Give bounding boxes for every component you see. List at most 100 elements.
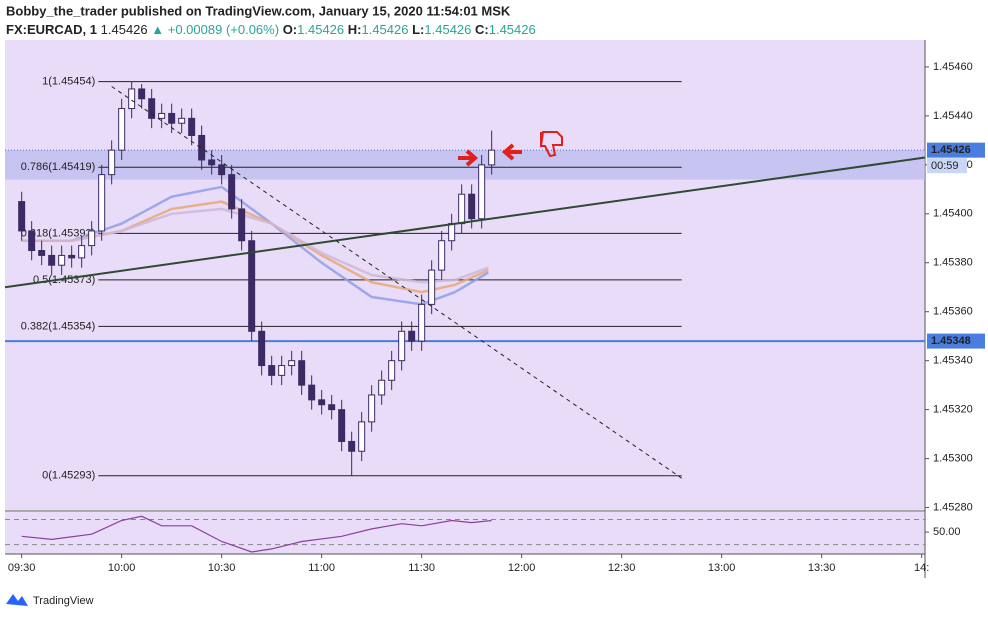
candle-body: [338, 409, 346, 442]
candle-body: [378, 379, 386, 396]
fib-label: 0(1.45293): [42, 470, 95, 482]
ohlc-value: 1.45426: [489, 22, 536, 37]
brand-logo: [6, 594, 28, 606]
trend-line: [4, 156, 926, 289]
ohlc-value: 1.45426: [424, 22, 471, 37]
x-tick-label: 14:: [914, 562, 929, 574]
candle-body: [428, 269, 436, 305]
candle-body: [28, 230, 36, 252]
trend-line: [111, 86, 682, 479]
candle-body: [258, 330, 266, 367]
x-tick-label: 12:00: [508, 562, 536, 574]
thumbs-down: [539, 131, 563, 158]
y-tick-label: 1.45280: [933, 501, 973, 513]
y-tick-label: 1.45460: [933, 61, 973, 73]
candle-body: [48, 254, 56, 266]
candle-body: [88, 230, 96, 247]
y-tick-label: 1.45400: [933, 208, 973, 220]
candle-body: [98, 174, 106, 232]
candle-body: [418, 303, 426, 342]
candle-body: [328, 404, 336, 411]
candle-body: [458, 193, 466, 225]
candle-body: [448, 223, 456, 242]
candle-body: [238, 208, 246, 242]
candle-body: [18, 201, 26, 232]
brand: TradingView: [33, 595, 94, 607]
x-tick-label: 10:00: [108, 562, 136, 574]
rsi-pane: [5, 512, 925, 554]
candle-body: [268, 365, 276, 376]
price-tag: [927, 142, 985, 158]
candle-body: [438, 240, 446, 271]
candle-body: [248, 240, 256, 332]
candle-body: [308, 384, 316, 401]
candle-body: [468, 193, 476, 220]
ohlc-label: C:: [475, 22, 489, 37]
candle-body: [278, 365, 286, 376]
x-tick-label: 10:30: [208, 562, 236, 574]
fib-label: 1(1.45454): [42, 76, 95, 88]
y-tick-label: 1.45360: [933, 306, 973, 318]
y-tick-label: 1.45340: [933, 355, 973, 367]
fib-label: 0.618(1.45392): [21, 227, 96, 239]
symbol: FX:EURCAD, 1: [6, 22, 97, 37]
last: 1.45426: [101, 22, 148, 37]
y-tick-label: 1.45320: [933, 404, 973, 416]
candle-body: [478, 164, 486, 220]
x-tick-label: 11:00: [308, 562, 335, 574]
candle-body: [298, 360, 306, 386]
zone: [5, 150, 925, 180]
x-tick-label: 09:30: [8, 562, 36, 574]
candle-body: [68, 254, 76, 259]
plot-layer: 1.45280 1.45300 1.45320 1.45340 1.45360 1.453…: [4, 61, 985, 574]
candle-body: [488, 149, 496, 166]
rsi-tick-label: 50.00: [933, 526, 961, 538]
candle-body: [288, 360, 296, 367]
change: ▲ +0.00089 (+0.06%): [151, 22, 279, 37]
candle-body: [348, 440, 356, 452]
candle-body: [138, 88, 146, 100]
symbol-legend: FX:EURCAD, 1 1.45426 ▲ +0.00089 (+0.06%)…: [6, 22, 536, 37]
price-tag: [927, 333, 985, 349]
ohlc-label: H:: [348, 22, 362, 37]
candle-body: [218, 164, 226, 176]
x-tick-label: 11:30: [408, 562, 435, 574]
ohlc-value: 1.45426: [361, 22, 408, 37]
candle-body: [398, 330, 406, 362]
candle-body: [158, 112, 166, 119]
ohlc-label: O:: [283, 22, 297, 37]
fib-label: 0.382(1.45354): [21, 320, 96, 332]
countdown-box: [927, 158, 967, 174]
candle-body: [128, 88, 136, 110]
candle-body: [228, 174, 236, 210]
candle-body: [58, 254, 66, 266]
arrow-left: [501, 143, 522, 161]
candle-body: [38, 250, 46, 256]
y-tick-label: 1.45380: [933, 257, 973, 269]
candle-body: [168, 112, 176, 124]
candle-body: [408, 330, 416, 342]
y-tick-label: 1.45300: [933, 453, 973, 465]
price-tag-label: 1.45348: [931, 335, 971, 347]
candle-body: [148, 98, 156, 119]
ohlc-value: 1.45426: [297, 22, 344, 37]
publish-info: Bobby_the_trader published on TradingVie…: [6, 3, 511, 18]
x-tick-label: 12:30: [608, 562, 636, 574]
candle-body: [78, 245, 86, 259]
candle-body: [118, 108, 126, 151]
candle-body: [188, 117, 196, 136]
candle-body: [318, 399, 326, 406]
candle-body: [108, 149, 116, 176]
countdown: 00:59: [931, 160, 959, 172]
candle-body: [388, 360, 396, 381]
y-tick-label: 1.45440: [933, 110, 973, 122]
x-tick-label: 13:30: [808, 562, 836, 574]
candle-body: [368, 394, 376, 423]
candle-body: [358, 421, 366, 452]
ohlc-label: L:: [412, 22, 424, 37]
price-tag-label: 1.45426: [931, 144, 971, 156]
candle-body: [198, 134, 206, 161]
x-tick-label: 13:00: [708, 562, 736, 574]
rsi-line: [21, 515, 492, 553]
